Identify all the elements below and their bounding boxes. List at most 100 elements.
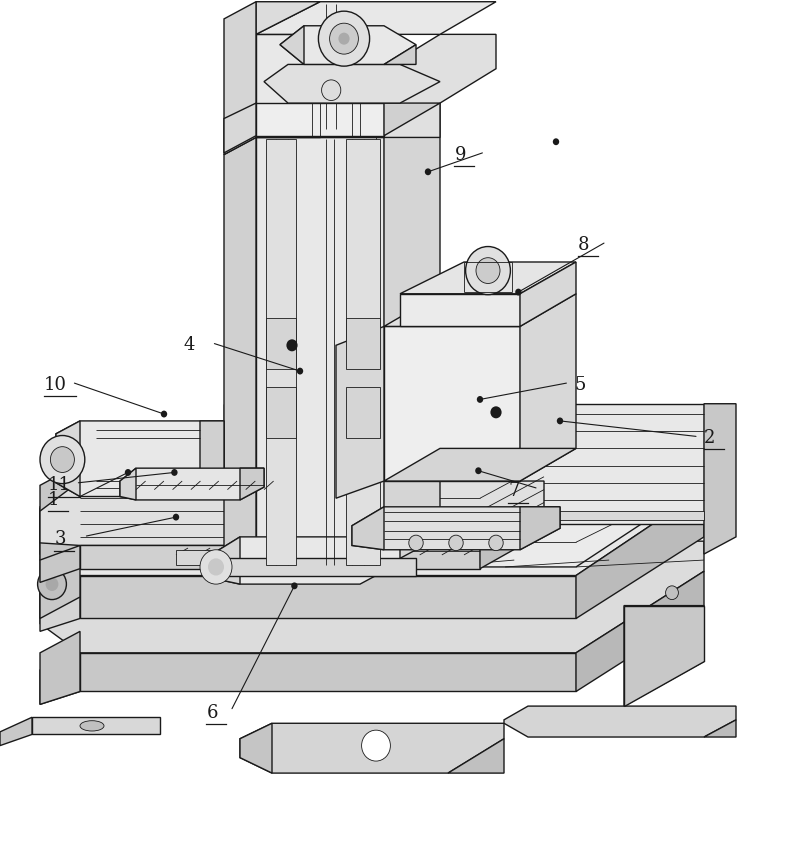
Circle shape: [476, 258, 500, 283]
Circle shape: [50, 447, 74, 472]
Polygon shape: [400, 262, 576, 294]
Polygon shape: [240, 723, 504, 773]
Polygon shape: [40, 545, 80, 582]
Text: 9: 9: [454, 146, 466, 163]
Circle shape: [322, 80, 341, 101]
Polygon shape: [266, 139, 296, 565]
Polygon shape: [352, 507, 384, 550]
Circle shape: [553, 408, 564, 420]
Polygon shape: [224, 137, 256, 576]
Polygon shape: [40, 481, 544, 545]
Polygon shape: [280, 26, 304, 64]
Polygon shape: [264, 64, 440, 103]
Circle shape: [362, 730, 390, 761]
Polygon shape: [40, 464, 80, 618]
Text: 2: 2: [704, 430, 715, 447]
Polygon shape: [240, 723, 272, 773]
Polygon shape: [224, 103, 256, 153]
Polygon shape: [256, 2, 320, 34]
Circle shape: [449, 535, 463, 551]
Polygon shape: [80, 653, 576, 691]
Polygon shape: [80, 545, 480, 569]
Polygon shape: [120, 468, 264, 500]
Circle shape: [286, 339, 298, 351]
Polygon shape: [40, 464, 704, 576]
Ellipse shape: [80, 721, 104, 731]
Polygon shape: [624, 606, 704, 706]
Circle shape: [466, 247, 510, 295]
Polygon shape: [384, 326, 520, 481]
Polygon shape: [346, 139, 380, 565]
Polygon shape: [224, 404, 704, 524]
Circle shape: [291, 582, 298, 589]
Polygon shape: [624, 606, 704, 706]
Circle shape: [173, 514, 179, 521]
Polygon shape: [256, 2, 496, 34]
Circle shape: [489, 535, 503, 551]
Polygon shape: [40, 576, 80, 631]
Polygon shape: [384, 34, 496, 137]
Polygon shape: [704, 720, 736, 737]
Polygon shape: [256, 34, 320, 137]
Circle shape: [171, 469, 178, 476]
Circle shape: [515, 289, 522, 295]
Polygon shape: [520, 507, 560, 550]
Polygon shape: [208, 537, 400, 584]
Polygon shape: [80, 576, 576, 618]
Text: 6: 6: [206, 704, 218, 722]
Circle shape: [666, 586, 678, 600]
Text: 4: 4: [184, 337, 195, 354]
Polygon shape: [346, 318, 380, 369]
Polygon shape: [56, 421, 80, 497]
Polygon shape: [224, 558, 416, 576]
Circle shape: [40, 436, 85, 484]
Polygon shape: [480, 507, 544, 569]
Polygon shape: [256, 137, 384, 567]
Polygon shape: [576, 571, 704, 691]
Polygon shape: [384, 103, 440, 567]
Polygon shape: [448, 739, 504, 773]
Text: 3: 3: [54, 531, 66, 548]
Circle shape: [409, 535, 423, 551]
Circle shape: [46, 577, 58, 591]
Polygon shape: [120, 468, 136, 500]
Polygon shape: [224, 2, 256, 155]
Circle shape: [477, 396, 483, 403]
Polygon shape: [40, 541, 704, 653]
Text: 8: 8: [578, 236, 589, 253]
Polygon shape: [40, 468, 704, 567]
Text: 1: 1: [48, 491, 59, 509]
Polygon shape: [40, 631, 80, 704]
Text: 10: 10: [44, 376, 67, 393]
Polygon shape: [266, 318, 296, 369]
Polygon shape: [336, 550, 400, 565]
Polygon shape: [504, 706, 736, 737]
Polygon shape: [256, 103, 384, 136]
Polygon shape: [384, 45, 416, 64]
Polygon shape: [256, 103, 440, 137]
Circle shape: [338, 33, 350, 45]
Circle shape: [200, 550, 232, 584]
Polygon shape: [384, 103, 440, 136]
Polygon shape: [200, 421, 224, 497]
Circle shape: [161, 411, 167, 417]
Polygon shape: [224, 511, 704, 520]
Polygon shape: [176, 550, 240, 565]
Circle shape: [208, 558, 224, 576]
Circle shape: [490, 406, 502, 418]
Polygon shape: [32, 717, 160, 734]
Polygon shape: [40, 653, 80, 704]
Circle shape: [318, 11, 370, 66]
Circle shape: [297, 368, 303, 375]
Polygon shape: [352, 507, 560, 550]
Polygon shape: [400, 294, 520, 326]
Circle shape: [125, 469, 131, 476]
Polygon shape: [384, 448, 576, 481]
Polygon shape: [266, 387, 296, 438]
Circle shape: [330, 23, 358, 54]
Polygon shape: [704, 404, 736, 554]
Circle shape: [553, 138, 559, 145]
Polygon shape: [576, 490, 704, 618]
Polygon shape: [280, 26, 416, 64]
Polygon shape: [520, 262, 576, 326]
